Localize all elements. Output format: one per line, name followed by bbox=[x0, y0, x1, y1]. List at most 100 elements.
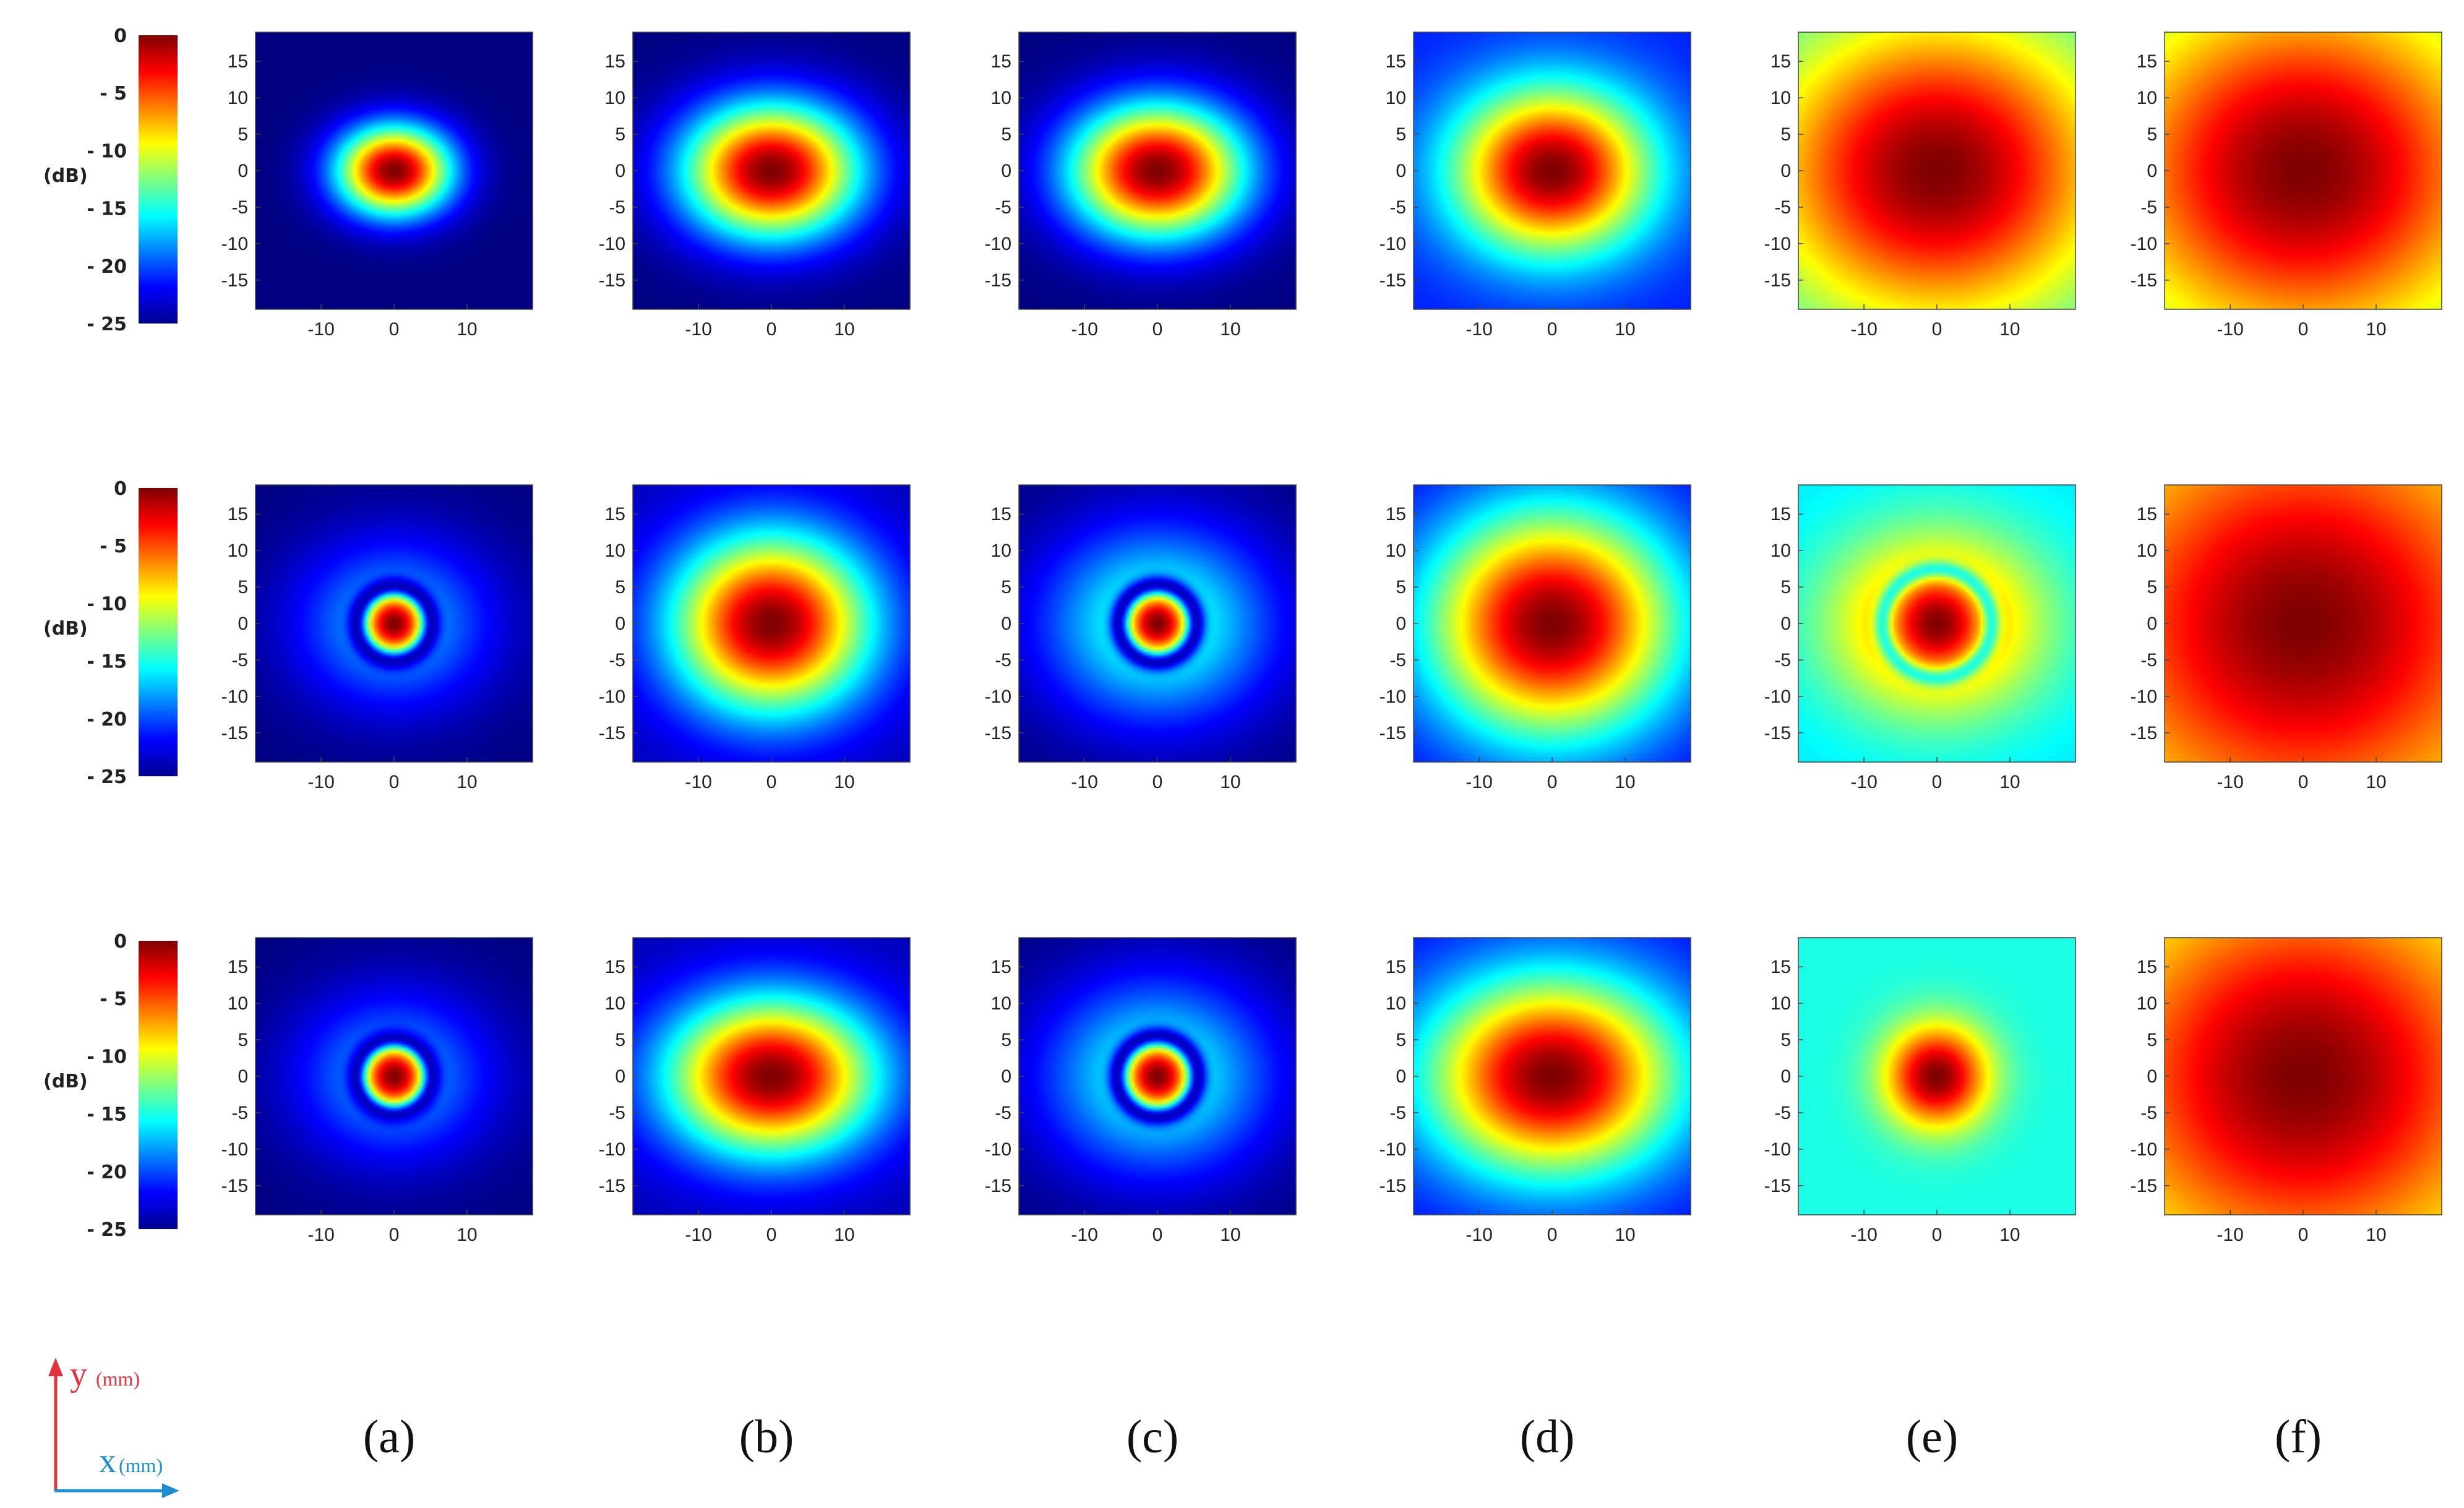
column-label-c: (c) bbox=[1127, 1411, 1178, 1463]
heatmap-image bbox=[1798, 485, 2076, 762]
x-tick-label: 10 bbox=[1999, 772, 2020, 792]
y-tick-label: -15 bbox=[221, 723, 248, 743]
heatmap-panel-e-row2: 15 10 5 0 -5 -10 -15 -10 0 10 bbox=[1764, 484, 2076, 792]
y-tick-label: 0 bbox=[1780, 614, 1791, 634]
colorbar-2: 0 - 5 - 10 - 15 - 20 - 25 (dB) bbox=[43, 478, 178, 788]
y-tick-label: 10 bbox=[1386, 541, 1406, 561]
heatmap-panel-a-row3: 15 10 5 0 -5 -10 -15 -10 0 10 bbox=[221, 937, 533, 1245]
y-tick-label: -5 bbox=[1389, 197, 1406, 218]
x-tick-label: 0 bbox=[1547, 1225, 1558, 1245]
y-arrow-head bbox=[48, 1358, 63, 1376]
y-tick-label: 10 bbox=[1771, 993, 1791, 1014]
column-label-d: (d) bbox=[1520, 1411, 1575, 1463]
y-tick-label: 15 bbox=[605, 51, 625, 72]
column-label-e: (e) bbox=[1906, 1411, 1958, 1463]
heatmap-image bbox=[1019, 32, 1296, 309]
colorbar-tick-label: 0 bbox=[114, 478, 127, 500]
colorbar-tick-label: - 15 bbox=[87, 651, 127, 673]
y-tick-label: 15 bbox=[1386, 957, 1406, 977]
x-tick-label: 0 bbox=[1153, 772, 1163, 792]
heatmap-image bbox=[1019, 938, 1296, 1215]
y-tick-label: -5 bbox=[1389, 1103, 1406, 1123]
heatmap-image bbox=[2165, 485, 2442, 762]
x-tick-label: 10 bbox=[1615, 772, 1635, 792]
colorbar-tick-label: 0 bbox=[114, 931, 127, 953]
x-tick-label: 10 bbox=[1220, 1225, 1240, 1245]
y-tick-label: 0 bbox=[1396, 614, 1406, 634]
y-axis-unit: (mm) bbox=[96, 1368, 140, 1390]
y-tick-label: -10 bbox=[221, 687, 248, 707]
y-tick-label: -5 bbox=[995, 650, 1011, 670]
y-tick-label: 15 bbox=[991, 51, 1011, 72]
colorbar-1: 0 - 5 - 10 - 15 - 20 - 25 (dB) bbox=[43, 25, 178, 335]
x-axis-unit: (mm) bbox=[119, 1454, 163, 1476]
x-tick-label: -10 bbox=[2217, 319, 2243, 340]
y-tick-label: -15 bbox=[599, 270, 625, 291]
y-tick-label: 0 bbox=[1001, 614, 1011, 634]
y-tick-label: -5 bbox=[609, 197, 625, 218]
y-tick-label: 15 bbox=[991, 504, 1011, 525]
y-tick-label: 10 bbox=[605, 88, 625, 108]
heatmap-panel-e-row1: 15 10 5 0 -5 -10 -15 -10 0 10 bbox=[1764, 32, 2076, 340]
x-tick-label: -10 bbox=[1071, 1225, 1097, 1245]
y-tick-label: 15 bbox=[228, 504, 248, 525]
y-tick-label: -10 bbox=[221, 1139, 248, 1160]
y-tick-label: 15 bbox=[228, 51, 248, 72]
y-tick-label: -10 bbox=[2131, 234, 2157, 254]
heatmap-panel-b-row3: 15 10 5 0 -5 -10 -15 -10 0 10 bbox=[599, 937, 911, 1245]
y-tick-label: 0 bbox=[2147, 161, 2157, 181]
x-tick-label: 0 bbox=[389, 1225, 400, 1245]
heatmap-image bbox=[2165, 938, 2442, 1215]
heatmap-panel-b-row1: 15 10 5 0 -5 -10 -15 -10 0 10 bbox=[599, 32, 911, 340]
heatmap-image bbox=[633, 32, 910, 309]
y-tick-label: -10 bbox=[599, 1139, 625, 1160]
x-tick-label: -10 bbox=[1071, 319, 1097, 340]
colorbar-tick-label: - 10 bbox=[87, 1046, 127, 1068]
y-tick-label: 10 bbox=[605, 541, 625, 561]
y-tick-label: -5 bbox=[231, 1103, 248, 1123]
y-tick-label: 15 bbox=[1771, 51, 1791, 72]
y-tick-label: -5 bbox=[1774, 650, 1791, 670]
heatmap-image bbox=[255, 938, 533, 1215]
y-tick-label: 5 bbox=[2147, 577, 2157, 598]
x-tick-label: 0 bbox=[1547, 772, 1558, 792]
y-tick-label: 15 bbox=[1771, 957, 1791, 977]
colorbar-tick-label: - 15 bbox=[87, 199, 127, 220]
colorbar-tick-label: - 20 bbox=[87, 1162, 127, 1183]
heatmap-panel-f-row2: 15 10 5 0 -5 -10 -15 -10 0 10 bbox=[2131, 484, 2442, 792]
y-tick-label: 5 bbox=[238, 1030, 248, 1050]
y-tick-label: -15 bbox=[599, 1176, 625, 1196]
y-tick-label: 15 bbox=[1386, 51, 1406, 72]
y-tick-label: -10 bbox=[221, 234, 248, 254]
y-tick-label: 10 bbox=[991, 993, 1011, 1014]
y-tick-label: 0 bbox=[1780, 1066, 1791, 1087]
y-tick-label: -10 bbox=[2131, 687, 2157, 707]
colorbar-unit-label: (dB) bbox=[43, 618, 88, 640]
heatmap-image bbox=[1414, 32, 1691, 309]
y-tick-label: 15 bbox=[991, 957, 1011, 977]
x-tick-label: 10 bbox=[1220, 772, 1240, 792]
y-tick-label: 15 bbox=[1386, 504, 1406, 525]
y-tick-label: -15 bbox=[1764, 723, 1791, 743]
y-tick-label: -15 bbox=[1380, 270, 1406, 291]
y-tick-label: 10 bbox=[605, 993, 625, 1014]
y-tick-label: 0 bbox=[615, 614, 625, 634]
x-arrow-head bbox=[162, 1483, 179, 1498]
x-tick-label: 10 bbox=[834, 772, 854, 792]
y-tick-label: -10 bbox=[599, 234, 625, 254]
y-tick-label: 15 bbox=[2137, 504, 2157, 525]
x-tick-label: 10 bbox=[1999, 319, 2020, 340]
y-tick-label: 5 bbox=[1396, 577, 1406, 598]
x-tick-label: -10 bbox=[2217, 1225, 2243, 1245]
heatmap-panel-d-row1: 15 10 5 0 -5 -10 -15 -10 0 10 bbox=[1380, 32, 1691, 340]
y-tick-label: 0 bbox=[615, 161, 625, 181]
y-tick-label: 0 bbox=[1001, 161, 1011, 181]
x-tick-label: -10 bbox=[307, 1225, 334, 1245]
x-tick-label: 0 bbox=[1547, 319, 1558, 340]
y-tick-label: 5 bbox=[1780, 1030, 1791, 1050]
y-tick-label: 5 bbox=[2147, 1030, 2157, 1050]
colorbar-tick-label: - 5 bbox=[100, 536, 127, 557]
y-tick-label: 5 bbox=[615, 124, 625, 145]
colorbar-3: 0 - 5 - 10 - 15 - 20 - 25 (dB) bbox=[43, 931, 178, 1241]
